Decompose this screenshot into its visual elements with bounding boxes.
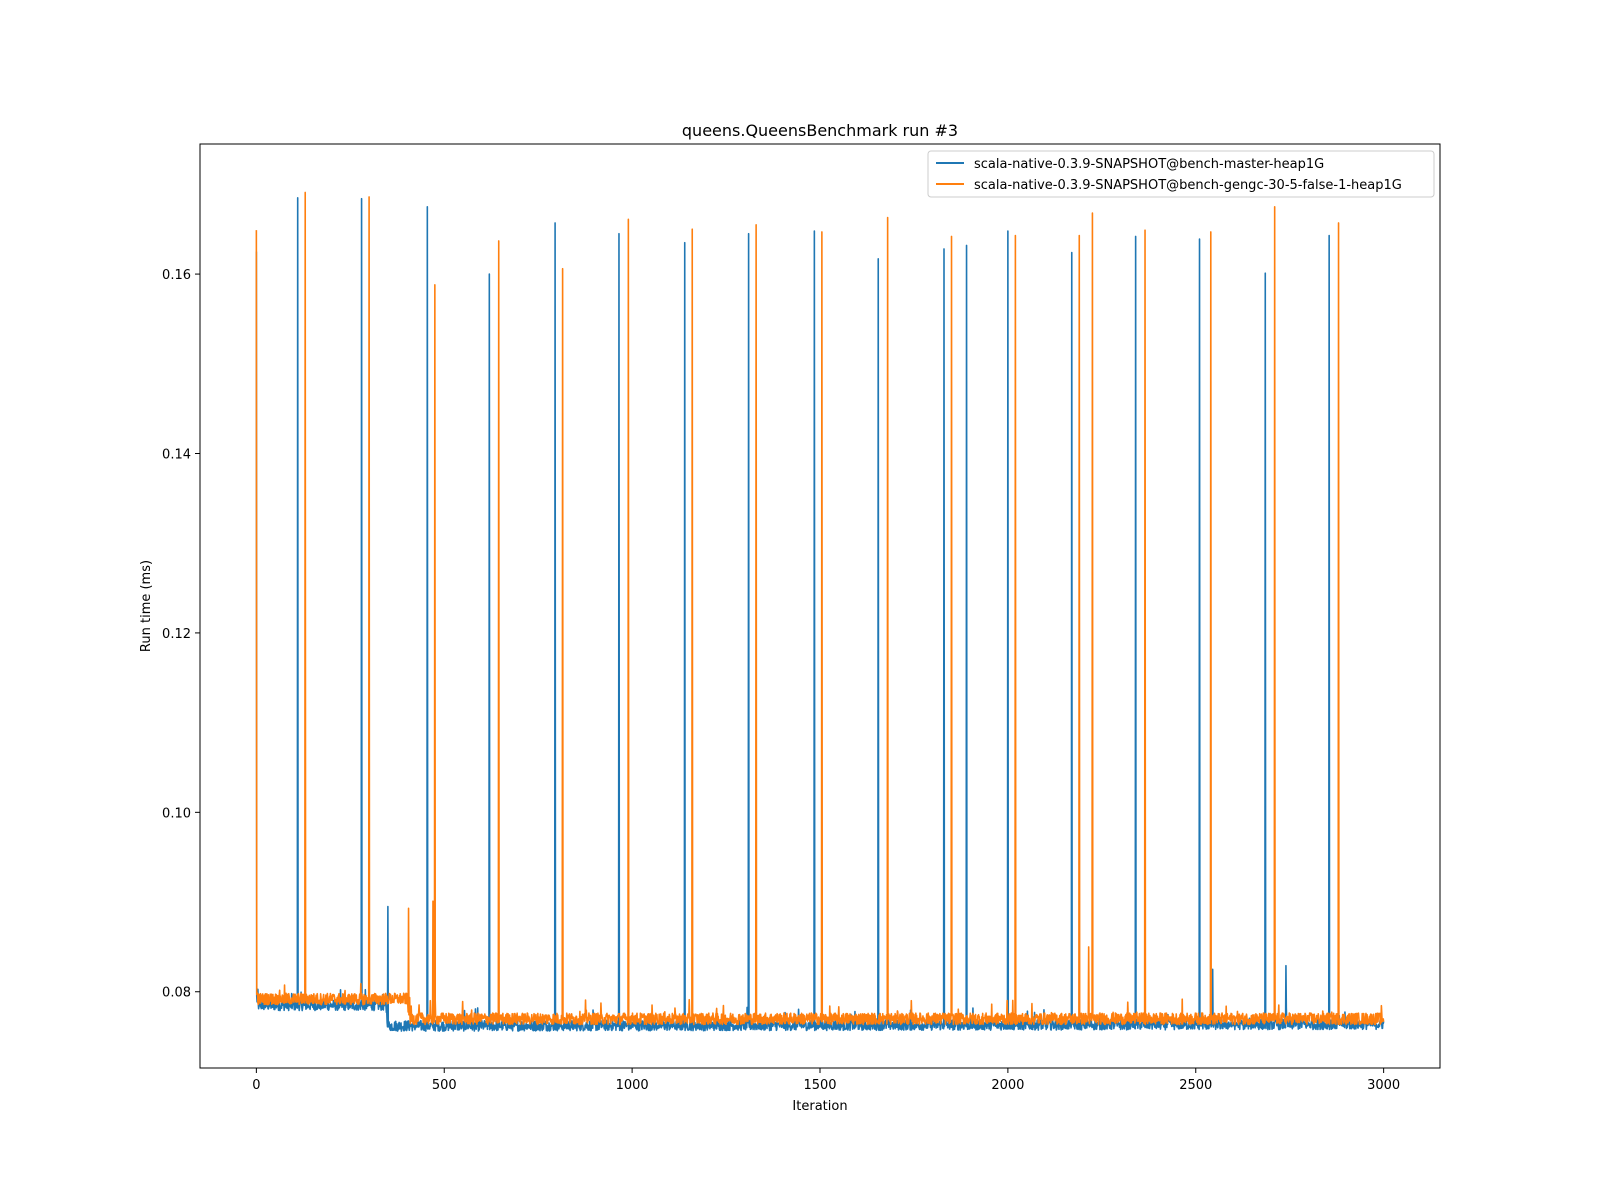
y-tick-label: 0.10 xyxy=(162,806,191,821)
y-axis: 0.08 0.10 0.12 0.14 0.16 xyxy=(162,268,200,1001)
x-tick-label: 1500 xyxy=(803,1078,836,1093)
series-line-1 xyxy=(255,191,1385,1026)
legend-box xyxy=(927,150,1435,198)
legend-entry-master: scala-native-0.3.9-SNAPSHOT@bench-master… xyxy=(974,157,1324,172)
x-tick-label: 0 xyxy=(252,1078,260,1093)
x-tick-label: 3000 xyxy=(1367,1078,1400,1093)
plot-area xyxy=(200,144,1440,1068)
chart-title: queens.QueensBenchmark run #3 xyxy=(682,121,958,140)
x-tick-label: 500 xyxy=(432,1078,457,1093)
x-tick-label: 2500 xyxy=(1179,1078,1212,1093)
series-layer xyxy=(255,191,1385,1032)
x-tick-label: 1000 xyxy=(616,1078,649,1093)
y-tick-label: 0.16 xyxy=(162,268,191,283)
x-axis-label: Iteration xyxy=(792,1099,847,1114)
y-tick-label: 0.12 xyxy=(162,627,191,642)
y-tick-label: 0.08 xyxy=(162,986,191,1001)
y-axis-label: Run time (ms) xyxy=(139,560,154,652)
x-tick-label: 2000 xyxy=(991,1078,1024,1093)
legend: scala-native-0.3.9-SNAPSHOT@bench-master… xyxy=(927,150,1435,198)
legend-entry-gengc: scala-native-0.3.9-SNAPSHOT@bench-gengc-… xyxy=(974,178,1402,193)
x-axis: 0 500 1000 1500 2000 2500 3000 xyxy=(252,1068,1400,1093)
y-tick-label: 0.14 xyxy=(162,447,191,462)
